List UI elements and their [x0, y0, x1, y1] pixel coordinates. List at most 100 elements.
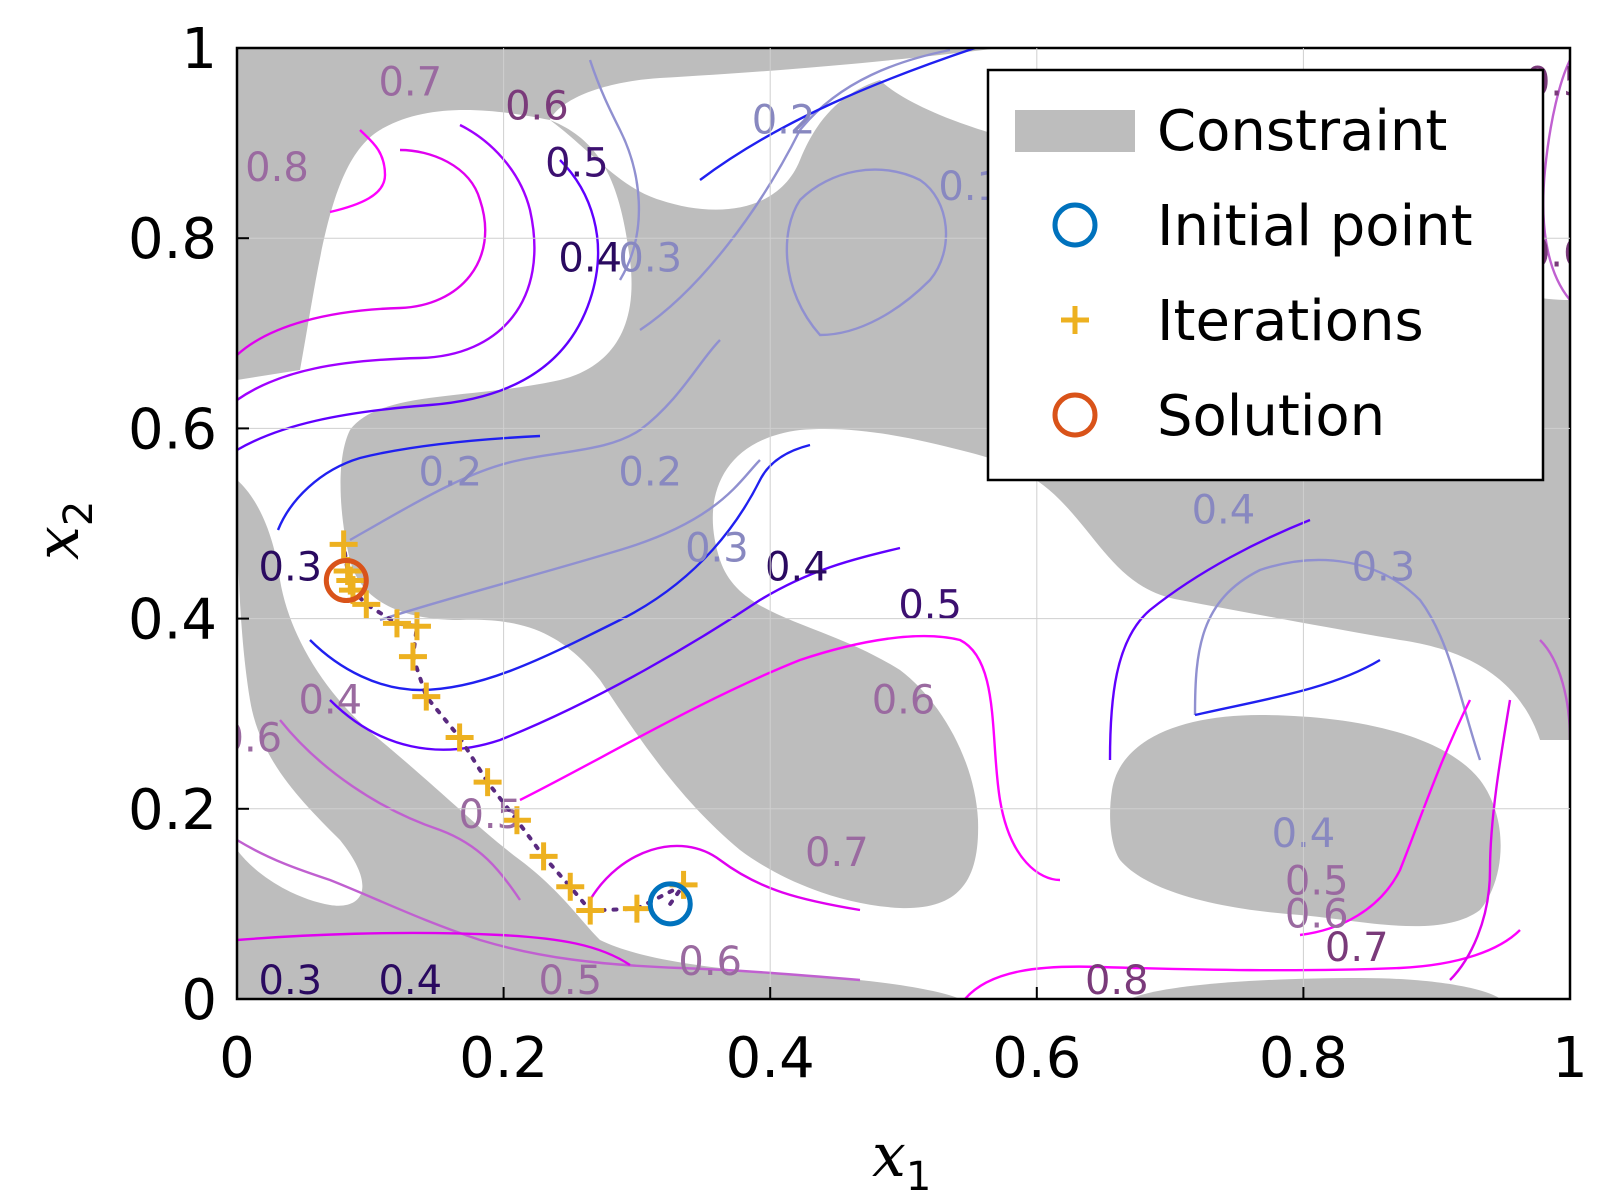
contour-line [588, 844, 861, 912]
contour-label: 0.4 [765, 545, 829, 591]
constraint-region-bottom-edge [1130, 978, 1500, 999]
x-tick-label: 1 [1552, 1026, 1588, 1091]
iteration-marker [352, 590, 381, 619]
iteration-marker [556, 872, 585, 901]
legend-label-solution: Solution [1157, 384, 1385, 449]
y-tick-label: 0.2 [128, 778, 217, 843]
contour-label: 0.5 [538, 958, 602, 1004]
contour-label: 0.8 [245, 145, 309, 191]
legend-label-constraint: Constraint [1157, 99, 1447, 164]
y-tick-label: 0.4 [128, 588, 217, 653]
contour-line [349, 339, 721, 542]
contour-label: 0.5 [1285, 858, 1349, 904]
contour-label: 0.3 [685, 526, 749, 572]
iteration-marker [329, 530, 358, 559]
contour-line [588, 59, 641, 281]
y-axis-label-subscript: 2 [56, 501, 102, 526]
constraint-region-top-left [237, 48, 1000, 380]
iteration-marker [502, 806, 531, 835]
iteration-marker [382, 609, 411, 638]
solution-marker [323, 558, 369, 604]
legend-initial-point-marker [1052, 202, 1098, 248]
legend-constraint-swatch [1015, 110, 1135, 152]
contour-line [1449, 699, 1512, 981]
constraint-region-left [237, 480, 960, 999]
contour-line [237, 931, 631, 966]
x-axis-label-subscript: 1 [906, 1154, 931, 1200]
contour-label: 0.4 [558, 235, 622, 281]
iteration-markers [329, 530, 698, 925]
iteration-marker [445, 723, 474, 752]
contour-line [329, 129, 387, 214]
iteration-marker [473, 768, 502, 797]
contour-label: 0.6 [1285, 892, 1349, 938]
contour-label: 0.6 [505, 83, 569, 129]
legend-label-iterations: Iterations [1157, 289, 1424, 354]
iteration-marker [576, 896, 605, 925]
x-axis-ticks: 0 0.2 0.4 0.6 0.8 1 [219, 48, 1588, 1091]
contour-line [1193, 558, 1482, 761]
contour-line [329, 546, 901, 751]
contour-line [379, 459, 761, 622]
iteration-marker [398, 642, 427, 671]
iteration-marker [412, 682, 441, 711]
legend-solution-marker [1052, 392, 1098, 438]
contour-label: 0.3 [259, 545, 323, 591]
contour-line [237, 123, 536, 401]
y-tick-label: 1 [181, 17, 217, 82]
contour-label: 0.6 [678, 939, 742, 985]
constraint-region-bottom-right [1110, 715, 1501, 927]
contour-label: 0.7 [805, 830, 869, 876]
contour-label: 0.5 [898, 583, 962, 629]
contour-label: 0.4 [378, 958, 442, 1004]
x-tick-label: 0.6 [992, 1026, 1081, 1091]
contour-label: 0.3 [1352, 545, 1416, 591]
contour-line [279, 719, 521, 901]
contour-line [639, 48, 951, 331]
contour-line [237, 838, 861, 982]
x-tick-label: 0.4 [726, 1026, 815, 1091]
contour-label: 0.6 [219, 716, 283, 762]
y-tick-label: 0.8 [128, 207, 217, 272]
contour-line [699, 48, 976, 181]
iteration-marker [622, 894, 651, 923]
contour-label: 0.6 [872, 678, 936, 724]
contour-label: 0.7 [1325, 925, 1389, 971]
legend: Constraint Initial point Iterations Solu… [986, 68, 1545, 482]
contour-line [309, 443, 811, 692]
contour-line [1542, 59, 1570, 301]
contour-label: 0.8 [1085, 958, 1149, 1004]
iteration-marker [529, 842, 558, 871]
initial-point-marker [647, 881, 693, 927]
x-axis-label: x1 [872, 1121, 931, 1200]
contour-line [237, 159, 600, 452]
y-tick-label: 0.6 [128, 397, 217, 462]
contour-line [276, 434, 541, 531]
contour-label: 0.5 [458, 792, 522, 838]
contour-label: 0.7 [378, 60, 442, 106]
contour-line [519, 634, 1061, 882]
x-tick-label: 0 [219, 1026, 255, 1091]
y-axis-label-symbol: x [23, 526, 93, 560]
contour-label: 0.4 [1192, 488, 1256, 534]
plot-frame [235, 46, 1572, 1001]
x-axis-label-symbol: x [872, 1121, 906, 1191]
contour-line [785, 168, 948, 337]
y-tick-label: 0 [181, 968, 217, 1033]
contour-line [1108, 518, 1311, 761]
iteration-marker [402, 612, 431, 641]
legend-iterations-marker [1061, 306, 1089, 334]
contour-line [1194, 658, 1381, 717]
contour-label: 0.5 [545, 140, 609, 186]
contour-line [237, 148, 487, 356]
contour-lines [237, 48, 1570, 999]
contour-label: 0.2 [618, 449, 682, 495]
contour-label: 0.2 [752, 98, 816, 144]
contour-line [1299, 699, 1472, 937]
legend-label-initial-point: Initial point [1157, 194, 1473, 259]
contour-label: 0.3 [259, 958, 323, 1004]
x-tick-label: 0.2 [459, 1026, 548, 1091]
y-axis-label: x2 [23, 501, 102, 560]
contour-label: 0.4 [298, 678, 362, 724]
